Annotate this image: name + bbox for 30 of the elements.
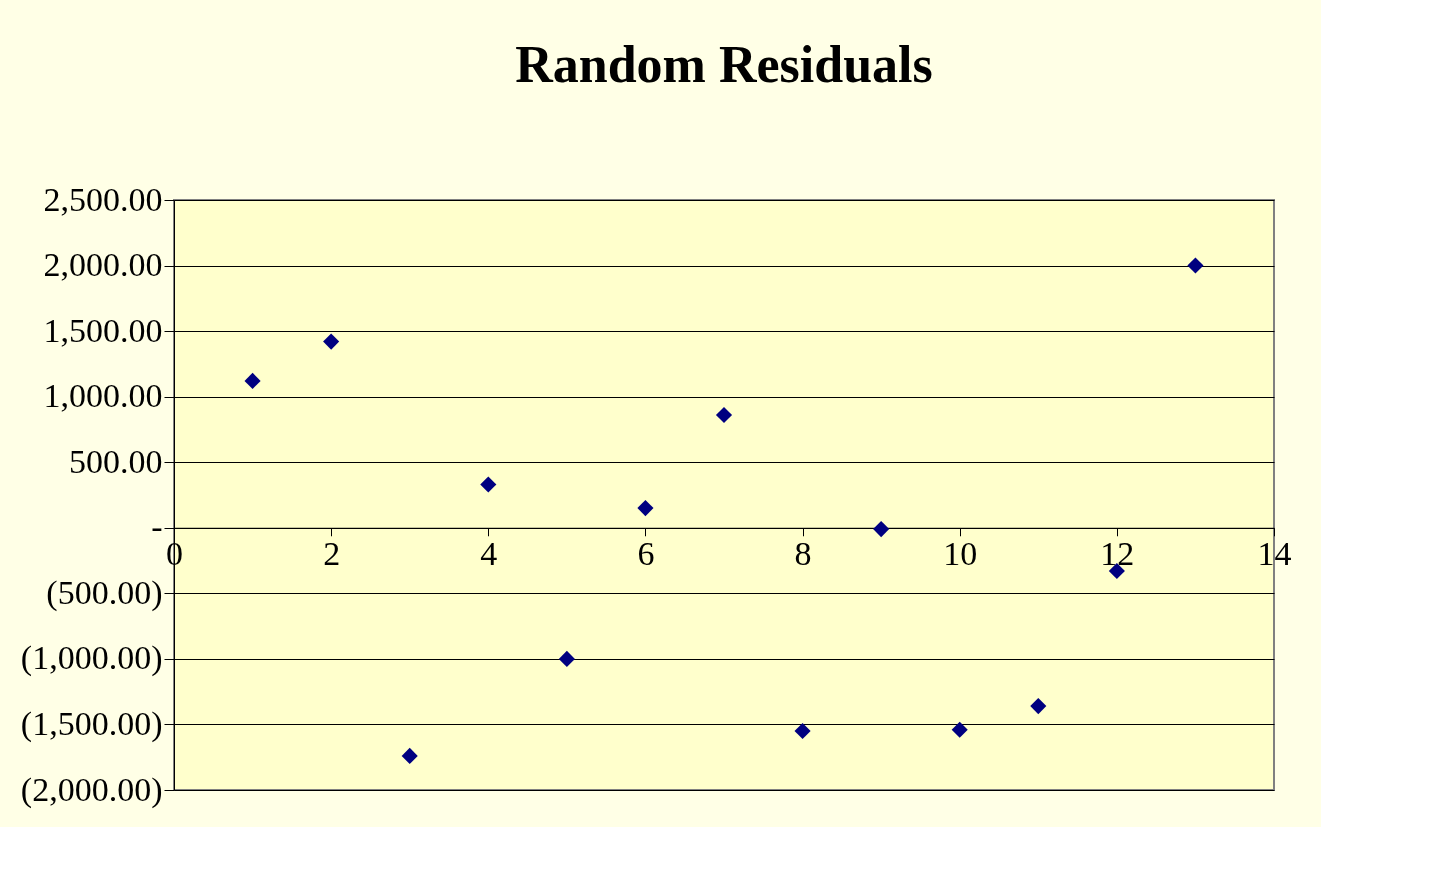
point: [401, 747, 418, 764]
point: [794, 722, 811, 740]
x-tick-label: 14: [1257, 535, 1292, 573]
point: [873, 521, 890, 538]
y-tick-label: (500.00): [46, 573, 163, 612]
x-tick-label: 10: [943, 535, 978, 573]
x-tick-label: 8: [794, 535, 812, 573]
y-tick-label: -: [151, 508, 163, 546]
point: [323, 333, 340, 350]
point: [480, 476, 497, 493]
point: [558, 650, 575, 667]
x-tick-label: 4: [480, 535, 498, 573]
x-tick-label: 2: [323, 535, 341, 573]
y-tick-label: 2,000.00: [43, 246, 163, 284]
x-tick-label: 6: [637, 535, 655, 573]
y-tick-label: (2,000.00): [20, 770, 163, 809]
point: [637, 500, 654, 517]
y-tick-label: 1,500.00: [43, 311, 163, 349]
point: [244, 372, 261, 389]
point: [951, 721, 968, 738]
point: [1030, 698, 1047, 715]
y-tick-label: 2,500.00: [43, 180, 163, 218]
point: [715, 406, 733, 424]
x-tick-label: 12: [1100, 535, 1135, 573]
y-tick-label: 1,000.00: [43, 377, 163, 415]
chart-title: Random Residuals: [515, 36, 933, 93]
point: [1187, 257, 1204, 274]
y-tick-label: (1,500.00): [20, 704, 163, 743]
y-tick-label: (1,000.00): [20, 639, 163, 678]
y-tick-label: 500.00: [69, 442, 163, 480]
